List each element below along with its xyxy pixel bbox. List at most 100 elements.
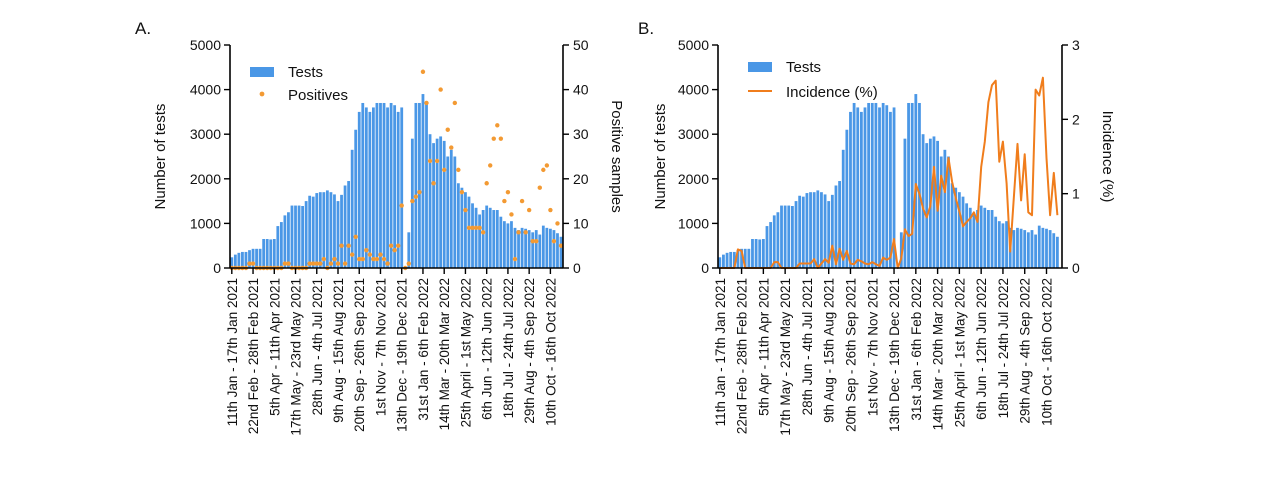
bar-tests bbox=[464, 192, 467, 268]
point-positives bbox=[541, 167, 546, 173]
bar-tests bbox=[333, 194, 336, 268]
x-tick-label: 31st Jan - 6th Feb 2022 bbox=[416, 278, 431, 421]
x-tick-label: 17th May - 23rd May 2021 bbox=[778, 278, 793, 436]
point-positives bbox=[399, 203, 404, 208]
point-positives bbox=[332, 256, 337, 262]
x-tick-label: 5th Apr - 11th Apr 2021 bbox=[756, 278, 771, 416]
bar-tests bbox=[910, 102, 914, 268]
bar-tests bbox=[262, 239, 266, 268]
legend-swatch-tests bbox=[250, 67, 274, 77]
bar-tests bbox=[272, 239, 276, 268]
bar-tests bbox=[809, 192, 812, 268]
bar-tests bbox=[761, 239, 765, 268]
y-tick-label: 3000 bbox=[190, 126, 221, 142]
y2-tick-label: 1 bbox=[1072, 186, 1080, 202]
bar-tests bbox=[279, 222, 283, 268]
bar-tests bbox=[297, 205, 301, 268]
bar-tests bbox=[517, 230, 520, 268]
bar-tests bbox=[827, 201, 831, 268]
x-tick-label: 9th Aug - 15th Aug 2021 bbox=[822, 278, 837, 423]
panel-label: A. bbox=[135, 19, 151, 38]
legend-label: Tests bbox=[786, 59, 821, 76]
x-tick-label: 28th Jun - 4th Jul 2021 bbox=[800, 278, 815, 415]
x-tick-label: 31st Jan - 6th Feb 2022 bbox=[909, 278, 924, 421]
point-positives bbox=[523, 230, 528, 235]
point-positives bbox=[410, 198, 415, 204]
point-positives bbox=[505, 189, 511, 195]
y2-axis-title: Positive samples bbox=[608, 100, 625, 213]
bar-tests bbox=[474, 207, 478, 268]
bar-tests bbox=[729, 251, 733, 268]
bar-tests bbox=[805, 193, 809, 268]
bar-tests bbox=[428, 134, 432, 268]
x-tick-label: 11th Jan - 17th Jan 2021 bbox=[713, 278, 728, 426]
point-positives bbox=[353, 234, 358, 239]
bar-tests bbox=[1005, 221, 1008, 268]
bar-tests bbox=[241, 251, 244, 268]
bar-tests bbox=[1023, 230, 1027, 268]
bar-tests bbox=[1041, 227, 1045, 268]
bar-tests bbox=[841, 149, 845, 268]
bar-tests bbox=[892, 107, 896, 268]
point-positives bbox=[420, 69, 426, 74]
bar-tests bbox=[549, 228, 552, 268]
bar-tests bbox=[863, 107, 867, 268]
y-tick-label: 1000 bbox=[190, 215, 221, 231]
bar-tests bbox=[925, 143, 929, 268]
y-axis-title: Number of tests bbox=[652, 104, 669, 210]
legend: Tests Positives bbox=[250, 64, 348, 104]
bar-tests bbox=[765, 226, 769, 268]
point-positives bbox=[346, 243, 351, 248]
bar-tests bbox=[478, 214, 481, 268]
point-positives bbox=[555, 221, 560, 226]
bar-tests bbox=[740, 248, 743, 268]
bar-tests bbox=[389, 102, 393, 268]
bar-tests bbox=[1055, 236, 1059, 268]
bar-tests bbox=[743, 248, 747, 268]
point-positives bbox=[548, 207, 553, 213]
bar-tests bbox=[1019, 228, 1023, 268]
point-positives bbox=[484, 181, 489, 186]
y2-axis-title: Incidence (%) bbox=[1099, 111, 1116, 203]
x-tick-label: 14th Mar - 20th Mar 2022 bbox=[437, 278, 452, 430]
bar-tests bbox=[776, 212, 780, 268]
point-positives bbox=[286, 261, 291, 266]
bar-tests bbox=[732, 251, 736, 268]
bar-tests bbox=[432, 143, 435, 268]
y2-tick-label: 40 bbox=[573, 82, 589, 98]
y-tick-label: 5000 bbox=[190, 37, 221, 53]
x-tick-label: 25th April - 1st May 2022 bbox=[952, 278, 967, 427]
bar-tests bbox=[233, 254, 237, 268]
bar-tests bbox=[751, 239, 754, 268]
bar-tests bbox=[506, 223, 510, 268]
bar-tests bbox=[410, 138, 414, 268]
bar-tests bbox=[538, 234, 542, 268]
bar-tests bbox=[311, 196, 315, 268]
y-tick-label: 0 bbox=[213, 260, 221, 276]
x-tick-label: 13th Dec - 19th Dec 2021 bbox=[395, 278, 410, 432]
bar-tests bbox=[308, 195, 312, 268]
legend: Tests Incidence (%) bbox=[748, 59, 878, 101]
point-positives bbox=[491, 136, 496, 141]
bar-tests bbox=[439, 136, 443, 268]
bar-tests bbox=[287, 212, 290, 268]
bar-tests bbox=[379, 102, 382, 268]
bar-tests bbox=[950, 183, 954, 268]
point-positives bbox=[417, 189, 422, 195]
point-positives bbox=[385, 261, 390, 266]
y-tick-label: 2000 bbox=[678, 171, 709, 187]
bar-tests bbox=[541, 225, 545, 268]
bar-tests bbox=[386, 107, 389, 268]
y-tick-label: 3000 bbox=[678, 126, 709, 142]
point-positives bbox=[342, 261, 348, 266]
bar-tests bbox=[481, 210, 485, 268]
bar-tests bbox=[783, 205, 787, 268]
bar-tests bbox=[1016, 227, 1019, 268]
bar-tests bbox=[357, 111, 361, 269]
x-tick-label: 13th Dec - 19th Dec 2021 bbox=[887, 278, 902, 432]
bar-tests bbox=[294, 205, 297, 268]
point-positives bbox=[360, 256, 365, 262]
bar-tests bbox=[258, 248, 262, 268]
bar-tests bbox=[230, 257, 234, 268]
bar-tests bbox=[510, 221, 513, 268]
